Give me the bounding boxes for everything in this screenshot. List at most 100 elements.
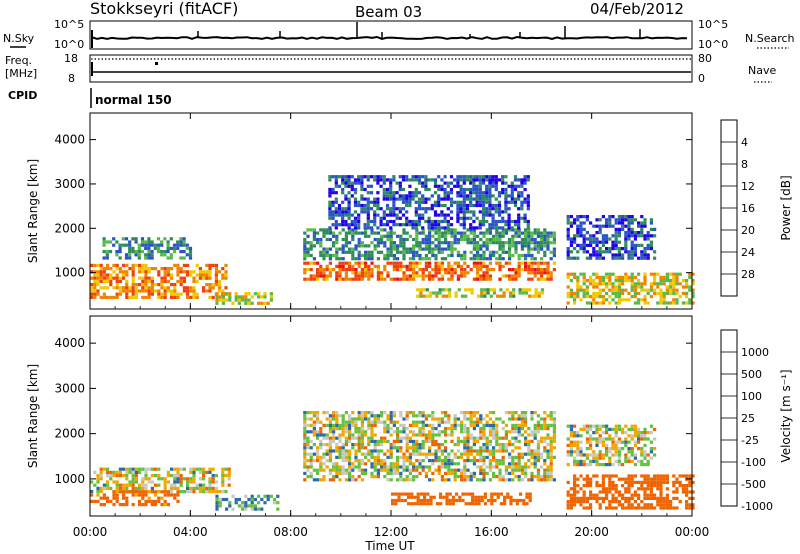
heatmap-cell xyxy=(397,492,401,496)
heatmap-cell xyxy=(402,417,406,421)
heatmap-cell xyxy=(383,439,387,443)
heatmap-cell xyxy=(469,226,473,230)
heatmap-cell xyxy=(546,244,550,248)
heatmap-cell xyxy=(665,272,669,276)
heatmap-cell xyxy=(662,480,666,484)
heatmap-cell xyxy=(492,241,496,245)
heatmap-cell xyxy=(617,440,621,444)
heatmap-cell xyxy=(569,295,573,299)
heatmap-cell xyxy=(421,443,425,447)
heatmap-cell xyxy=(643,256,647,260)
heatmap-cell xyxy=(517,462,521,466)
heatmap-cell xyxy=(511,274,515,278)
heatmap-cell xyxy=(466,433,470,437)
heatmap-cell xyxy=(467,288,471,292)
heatmap-cell xyxy=(396,234,400,238)
heatmap-cell xyxy=(488,465,492,469)
heatmap-cell xyxy=(649,440,653,444)
heatmap-cell xyxy=(418,274,422,278)
heatmap-cell xyxy=(520,184,524,188)
heatmap-cell xyxy=(488,257,492,261)
heatmap-cell xyxy=(540,452,544,456)
heatmap-cell xyxy=(426,492,430,496)
heatmap-cell xyxy=(428,436,432,440)
heatmap-cell xyxy=(396,264,400,268)
heatmap-cell xyxy=(312,244,316,248)
heatmap-cell xyxy=(312,468,316,472)
heatmap-cell xyxy=(418,446,422,450)
heatmap-cell xyxy=(221,276,225,280)
heatmap-cell xyxy=(337,184,342,188)
heatmap-cell xyxy=(495,427,499,431)
heatmap-cell xyxy=(598,463,602,467)
heatmap-cell xyxy=(653,256,657,260)
heatmap-cell xyxy=(416,288,420,292)
heatmap-cell xyxy=(141,490,145,494)
heatmap-cell xyxy=(617,221,621,225)
heatmap-cell xyxy=(428,261,432,265)
heatmap-cell xyxy=(608,480,612,484)
heatmap-cell xyxy=(517,439,521,443)
heatmap-cell xyxy=(681,285,685,289)
heatmap-cell xyxy=(347,184,351,188)
heatmap-cell xyxy=(440,257,444,261)
y-tick-label: 1000 xyxy=(54,472,85,486)
heatmap-cell xyxy=(176,480,180,484)
heatmap-cell xyxy=(601,275,605,279)
heatmap-cell xyxy=(105,250,109,254)
heatmap-cell xyxy=(221,289,225,293)
heatmap-cell xyxy=(485,449,489,453)
heatmap-cell xyxy=(485,194,489,198)
heatmap-cell xyxy=(102,237,106,241)
heatmap-cell xyxy=(598,240,602,244)
heatmap-cell xyxy=(462,178,466,182)
heatmap-cell xyxy=(385,219,390,224)
heatmap-cell xyxy=(482,253,486,258)
heatmap-cell xyxy=(306,417,310,421)
heatmap-cell xyxy=(598,424,602,428)
heatmap-cell xyxy=(443,175,447,179)
heatmap-cell xyxy=(202,483,206,487)
heatmap-cell xyxy=(485,197,489,201)
heatmap-cell xyxy=(408,197,412,201)
colorbar-tick-label: 500 xyxy=(741,368,762,381)
heatmap-cell xyxy=(376,277,380,281)
heatmap-cell xyxy=(364,433,368,437)
heatmap-cell xyxy=(456,184,460,188)
heatmap-cell xyxy=(472,237,476,242)
heatmap-cell xyxy=(341,430,345,434)
heatmap-cell xyxy=(485,274,489,278)
heatmap-cell xyxy=(380,462,384,466)
heatmap-cell xyxy=(589,237,593,241)
heatmap-cell xyxy=(198,490,202,494)
heatmap-cell xyxy=(353,216,358,220)
heatmap-cell xyxy=(109,486,113,490)
heatmap-cell xyxy=(463,257,467,261)
heatmap-cell xyxy=(491,175,495,179)
heatmap-cell xyxy=(520,207,524,211)
heatmap-cell xyxy=(637,272,641,276)
heatmap-cell xyxy=(414,194,418,198)
heatmap-cell xyxy=(649,234,653,238)
heatmap-cell xyxy=(579,224,583,228)
heatmap-cell xyxy=(351,234,355,238)
heatmap-cell xyxy=(479,433,483,437)
heatmap-cell xyxy=(424,187,428,192)
heatmap-cell xyxy=(497,191,502,195)
heatmap-cell xyxy=(160,292,164,296)
heatmap-cell xyxy=(447,452,451,456)
heatmap-cell xyxy=(465,197,470,201)
heatmap-cell xyxy=(202,477,206,481)
heatmap-cell xyxy=(646,484,650,488)
heatmap-cell xyxy=(418,414,422,418)
heatmap-cell xyxy=(444,462,448,466)
heatmap-cell xyxy=(328,423,332,427)
heatmap-cell xyxy=(266,494,270,498)
heatmap-cell xyxy=(405,200,409,204)
heatmap-cell xyxy=(364,244,368,248)
heatmap-cell xyxy=(379,175,383,179)
heatmap-cell xyxy=(453,234,457,238)
heatmap-cell xyxy=(579,215,583,219)
heatmap-cell xyxy=(498,449,502,453)
colorbar-tick-label: -100 xyxy=(741,456,766,469)
